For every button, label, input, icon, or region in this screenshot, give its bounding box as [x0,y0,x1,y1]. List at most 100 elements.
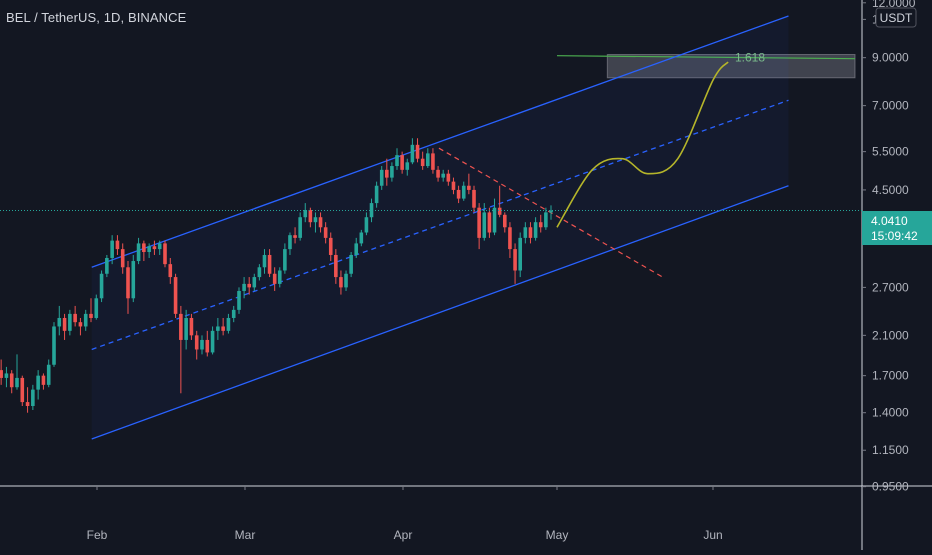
candle-body[interactable] [221,326,225,331]
channel-fill[interactable] [91,15,789,439]
candle-body[interactable] [313,217,318,223]
candle-body[interactable] [518,237,522,271]
candle-body[interactable] [431,153,435,170]
candle-body[interactable] [25,402,30,407]
candle-body[interactable] [200,339,204,350]
candle-body[interactable] [73,313,77,323]
candle-body[interactable] [110,240,114,258]
candle-body[interactable] [94,298,99,318]
candle-body[interactable] [9,373,14,388]
candle-body[interactable] [374,185,379,204]
candle-body[interactable] [328,237,333,255]
candle-body[interactable] [36,375,40,390]
candle-body[interactable] [477,207,481,238]
candle-body[interactable] [131,261,136,299]
candle-body[interactable] [78,322,83,327]
candle-body[interactable] [168,264,173,278]
candle-body[interactable] [257,267,262,278]
fib-target-label[interactable]: 1.618 [735,51,765,65]
candle-body[interactable] [15,377,19,388]
candle-body[interactable] [344,273,348,288]
candle-body[interactable] [472,189,476,208]
target-zone-box[interactable] [606,54,856,79]
candle-body[interactable] [456,189,461,199]
candle-body[interactable] [400,155,404,170]
candle-body[interactable] [482,212,487,238]
candle-body[interactable] [323,227,328,238]
candle-body[interactable] [441,173,445,178]
candle-body[interactable] [99,273,104,299]
candlestick-series[interactable] [0,138,553,512]
candle-body[interactable] [451,181,456,190]
candle-body[interactable] [523,227,528,238]
candle-body[interactable] [497,207,502,215]
candle-body[interactable] [420,158,425,167]
channel-middle-line[interactable] [91,99,789,351]
candle-body[interactable] [216,326,220,331]
candle-body[interactable] [120,249,125,268]
candle-body[interactable] [272,273,277,284]
candle-body[interactable] [293,235,297,238]
candle-body[interactable] [549,210,553,213]
candle-body[interactable] [242,283,246,291]
candle-body[interactable] [359,232,364,244]
candle-body[interactable] [538,222,543,228]
candle-body[interactable] [83,313,88,327]
candle-body[interactable] [105,257,109,274]
candle-body[interactable] [298,217,302,238]
candle-body[interactable] [354,243,359,255]
candle-body[interactable] [487,212,492,233]
candle-body[interactable] [52,326,56,365]
candle-body[interactable] [461,185,466,199]
candle-body[interactable] [446,173,451,182]
candle-body[interactable] [390,166,394,178]
parallel-channel[interactable] [91,15,789,440]
candle-body[interactable] [544,212,548,228]
candle-body[interactable] [492,207,497,233]
candle-body[interactable] [31,389,35,407]
currency-badge[interactable]: USDT [875,7,917,28]
fib-target-line[interactable] [556,55,856,60]
symbol-title[interactable]: BEL / TetherUS, 1D, BINANCE [6,10,187,25]
candle-body[interactable] [226,317,231,331]
candle-body[interactable] [247,283,251,288]
candle-body[interactable] [231,309,236,318]
candle-body[interactable] [57,317,62,327]
candle-body[interactable] [194,335,199,350]
candle-body[interactable] [277,270,282,284]
candle-body[interactable] [385,169,389,178]
candle-body[interactable] [41,375,46,385]
candle-body[interactable] [89,313,93,318]
candle-body[interactable] [210,330,215,353]
candle-body[interactable] [189,317,194,336]
candle-body[interactable] [318,217,323,228]
channel-upper-line[interactable] [91,15,789,268]
candle-body[interactable] [379,169,384,186]
candle-body[interactable] [334,254,338,278]
candle-body[interactable] [415,144,420,159]
candle-body[interactable] [62,317,67,331]
candle-body[interactable] [237,290,241,310]
candle-body[interactable] [339,277,343,288]
candle-body[interactable] [533,222,538,238]
candle-body[interactable] [369,203,374,218]
time-axis[interactable]: Feb Mar Apr May Jun [87,486,723,542]
candle-body[interactable] [528,227,533,238]
candle-body[interactable] [147,246,151,253]
candle-body[interactable] [252,277,257,288]
candle-body[interactable] [436,169,440,178]
candle-body[interactable] [173,277,178,314]
candle-body[interactable] [157,243,162,250]
target-zone[interactable]: 1.618 [556,51,856,79]
candle-body[interactable] [4,373,9,378]
candle-body[interactable] [283,249,287,271]
candle-body[interactable] [184,317,188,340]
candle-body[interactable] [364,217,369,233]
candle-body[interactable] [513,249,517,271]
candle-body[interactable] [205,339,210,353]
candle-body[interactable] [115,240,120,250]
candle-body[interactable] [0,370,3,378]
candle-body[interactable] [426,153,430,167]
candle-body[interactable] [136,243,141,262]
